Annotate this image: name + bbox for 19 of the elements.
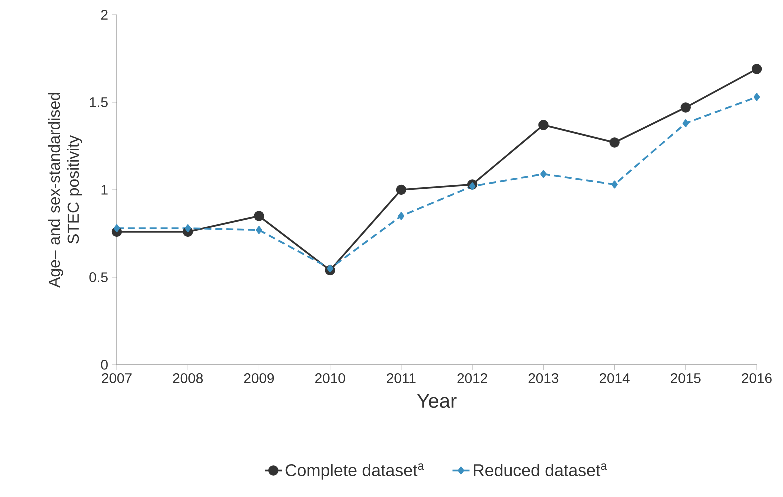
x-axis-title: Year bbox=[417, 394, 457, 408]
x-tick-label: 2007 bbox=[102, 373, 132, 384]
x-tick-label: 2010 bbox=[316, 373, 346, 384]
x-tick-label: 2008 bbox=[173, 373, 204, 384]
x-tick-label: 2016 bbox=[742, 373, 772, 384]
x-tick-label: 2009 bbox=[244, 373, 274, 384]
y-tick-label: 0.5 bbox=[90, 272, 108, 282]
x-tick-label: 2014 bbox=[600, 373, 630, 384]
x-tick-label: 2012 bbox=[458, 373, 488, 384]
x-tick-label: 2013 bbox=[528, 373, 559, 384]
y-tick-label: 1.5 bbox=[90, 98, 108, 108]
legend-label: Complete dataset$^{a}$ bbox=[286, 464, 424, 480]
x-tick-label: 2015 bbox=[671, 373, 701, 384]
y-tick-label: 0 bbox=[101, 360, 108, 370]
legend-label: Reduced dataset$^{a}$ bbox=[474, 464, 608, 476]
x-tick-label: 2011 bbox=[387, 373, 416, 384]
y-tick-label: 1 bbox=[102, 185, 108, 195]
y-axis-title: Age– and sex-standardised STEC positivity bbox=[48, 93, 82, 288]
y-tick-label: 2 bbox=[101, 10, 108, 20]
